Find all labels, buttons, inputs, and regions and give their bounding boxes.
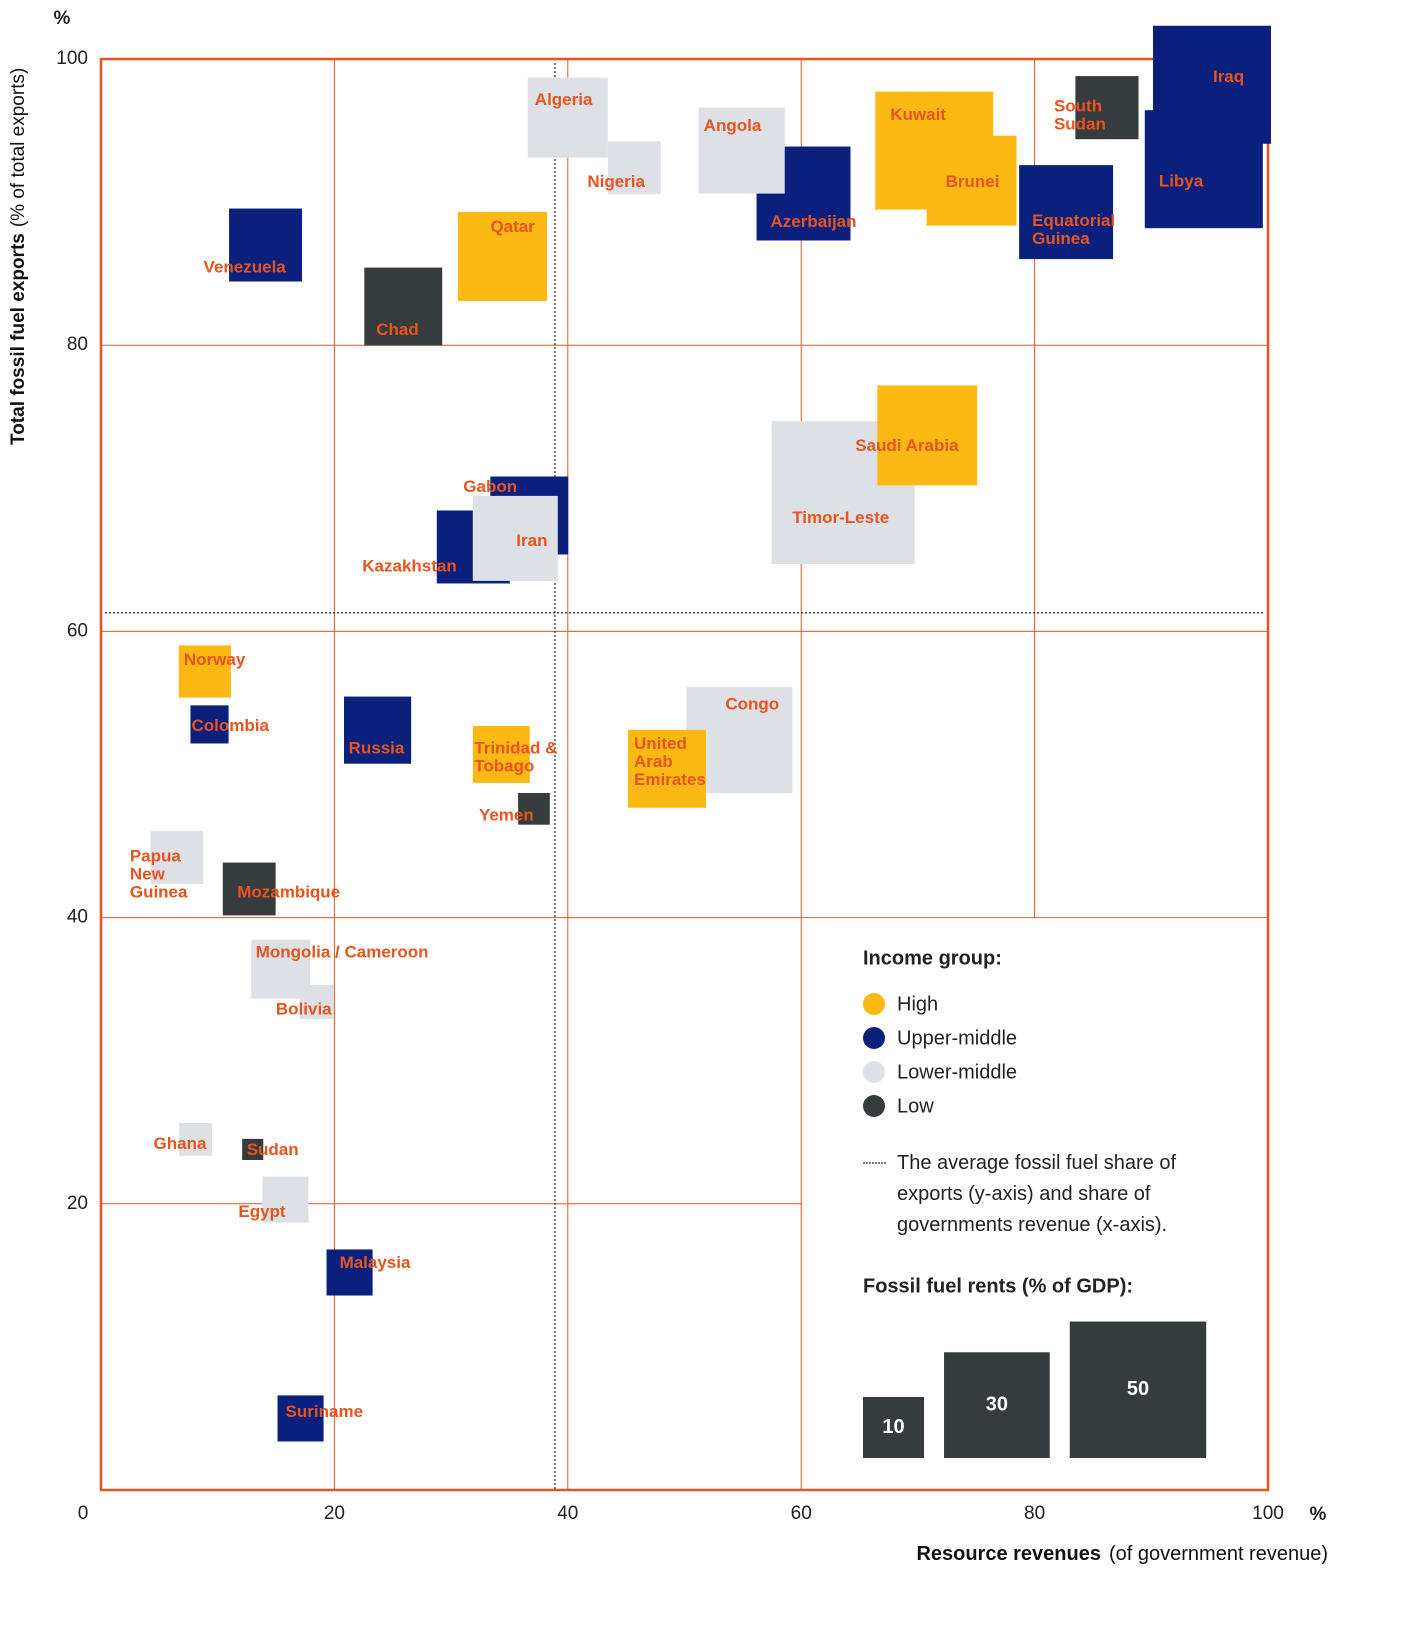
country-label: Kazakhstan xyxy=(362,556,456,575)
country-label: Norway xyxy=(184,650,246,669)
country-label: Egypt xyxy=(238,1202,286,1221)
country-label: Malaysia xyxy=(340,1253,411,1272)
country-square xyxy=(326,1249,373,1296)
country-label: Iraq xyxy=(1213,67,1244,86)
country-square xyxy=(178,645,231,698)
country-square xyxy=(1075,76,1139,140)
legend-label: Upper-middle xyxy=(897,1027,1017,1049)
country-label: Mongolia / Cameroon xyxy=(256,943,429,962)
country-label: Equatorial Guinea xyxy=(1032,212,1120,249)
country-label: Suriname xyxy=(286,1402,363,1421)
country-label: Timor-Leste xyxy=(792,508,889,527)
country-label: Saudi Arabia xyxy=(855,436,959,455)
x-tick-label: 60 xyxy=(791,1503,812,1524)
country-square xyxy=(262,1176,309,1223)
country-square xyxy=(299,985,334,1020)
size-legend-label: 50 xyxy=(1127,1378,1149,1400)
country-label: Russia xyxy=(349,739,405,758)
y-axis-title: Total fossil fuel exports (% of total exp… xyxy=(8,68,29,445)
country-square xyxy=(1019,165,1114,260)
country-square xyxy=(472,726,530,783)
country-label: Papua New Guinea xyxy=(130,847,188,902)
legend-swatch xyxy=(863,1095,885,1117)
country-square xyxy=(229,208,303,282)
size-legend-title: Fossil fuel rents (% of GDP): xyxy=(863,1275,1133,1297)
country-square xyxy=(877,385,978,486)
country-square xyxy=(242,1138,264,1160)
x-label-note: (of government revenue) xyxy=(1109,1543,1328,1565)
x-tick-label: 80 xyxy=(1024,1503,1045,1524)
country-square xyxy=(190,705,229,744)
country-label: Iran xyxy=(516,531,547,550)
y-tick-label: 40 xyxy=(67,907,88,928)
country-label: Ghana xyxy=(154,1134,207,1153)
legend-label: Low xyxy=(897,1095,934,1117)
country-square xyxy=(179,1122,212,1156)
legend-label: High xyxy=(897,993,938,1015)
size-legend-label: 10 xyxy=(882,1416,904,1438)
size-legend-square xyxy=(863,1396,925,1458)
size-legend-label: 30 xyxy=(986,1393,1008,1415)
country-label: South Sudan xyxy=(1054,97,1107,134)
country-square xyxy=(698,107,785,194)
country-label: Angola xyxy=(704,116,762,135)
y-tick-label: 60 xyxy=(67,620,88,641)
legend-title: Income group: xyxy=(863,947,1002,969)
country-label: United Arab Emirates xyxy=(634,734,706,789)
country-label: Mozambique xyxy=(237,882,340,901)
country-label: Libya xyxy=(1159,172,1204,191)
x-tick-label: 40 xyxy=(557,1503,578,1524)
x-tick-label: 0 xyxy=(78,1503,89,1524)
country-label: Yemen xyxy=(479,805,534,824)
legend-swatch xyxy=(863,1061,885,1083)
legend-label: Lower-middle xyxy=(897,1061,1017,1083)
y-tick-label: 100 xyxy=(56,48,88,69)
country-label: Kuwait xyxy=(890,105,946,124)
average-note: The average fossil fuel share of exports… xyxy=(897,1152,1182,1236)
y-tick-label: 80 xyxy=(67,334,88,355)
country-square xyxy=(527,77,608,158)
x-label: Resource revenues xyxy=(916,1543,1101,1565)
legend-swatch xyxy=(863,993,885,1015)
country-label: Colombia xyxy=(192,716,270,735)
y-unit: % xyxy=(54,8,71,29)
country-label: Trinidad & Tobago xyxy=(474,739,562,776)
x-tick-label: 100 xyxy=(1252,1503,1284,1524)
country-label: Brunei xyxy=(946,172,1000,191)
country-square xyxy=(222,862,276,916)
country-label: Gabon xyxy=(463,477,517,496)
country-label: Bolivia xyxy=(276,1000,332,1019)
country-label: Azerbaijan xyxy=(771,212,857,231)
country-label: Algeria xyxy=(535,90,593,109)
size-legend-square xyxy=(1069,1321,1207,1458)
plot-frame xyxy=(99,57,1270,1492)
country-square xyxy=(1144,110,1263,229)
country-square xyxy=(457,211,547,302)
x-unit: % xyxy=(1310,1504,1327,1525)
country-label: Chad xyxy=(376,320,419,339)
country-square xyxy=(518,792,550,825)
country-square xyxy=(628,729,706,808)
country-square xyxy=(472,495,558,581)
country-square xyxy=(926,135,1017,226)
size-legend-square xyxy=(944,1352,1050,1458)
x-axis-title: Resource revenues (of government revenue) xyxy=(916,1543,1328,1565)
y-label-note: (% of total exports) xyxy=(8,68,29,227)
legend-swatch xyxy=(863,1027,885,1049)
country-label: Qatar xyxy=(490,217,535,236)
country-square xyxy=(277,1395,324,1442)
x-tick-label: 20 xyxy=(324,1503,345,1524)
country-label: Nigeria xyxy=(587,172,645,191)
country-square xyxy=(607,141,661,195)
y-tick-label: 20 xyxy=(67,1193,88,1214)
country-label: Sudan xyxy=(247,1140,299,1159)
country-label: Venezuela xyxy=(204,258,287,277)
y-label: Total fossil fuel exports xyxy=(8,233,29,445)
country-label: Congo xyxy=(725,695,779,714)
country-square xyxy=(344,696,412,764)
country-square xyxy=(364,267,443,346)
country-square xyxy=(150,831,204,884)
